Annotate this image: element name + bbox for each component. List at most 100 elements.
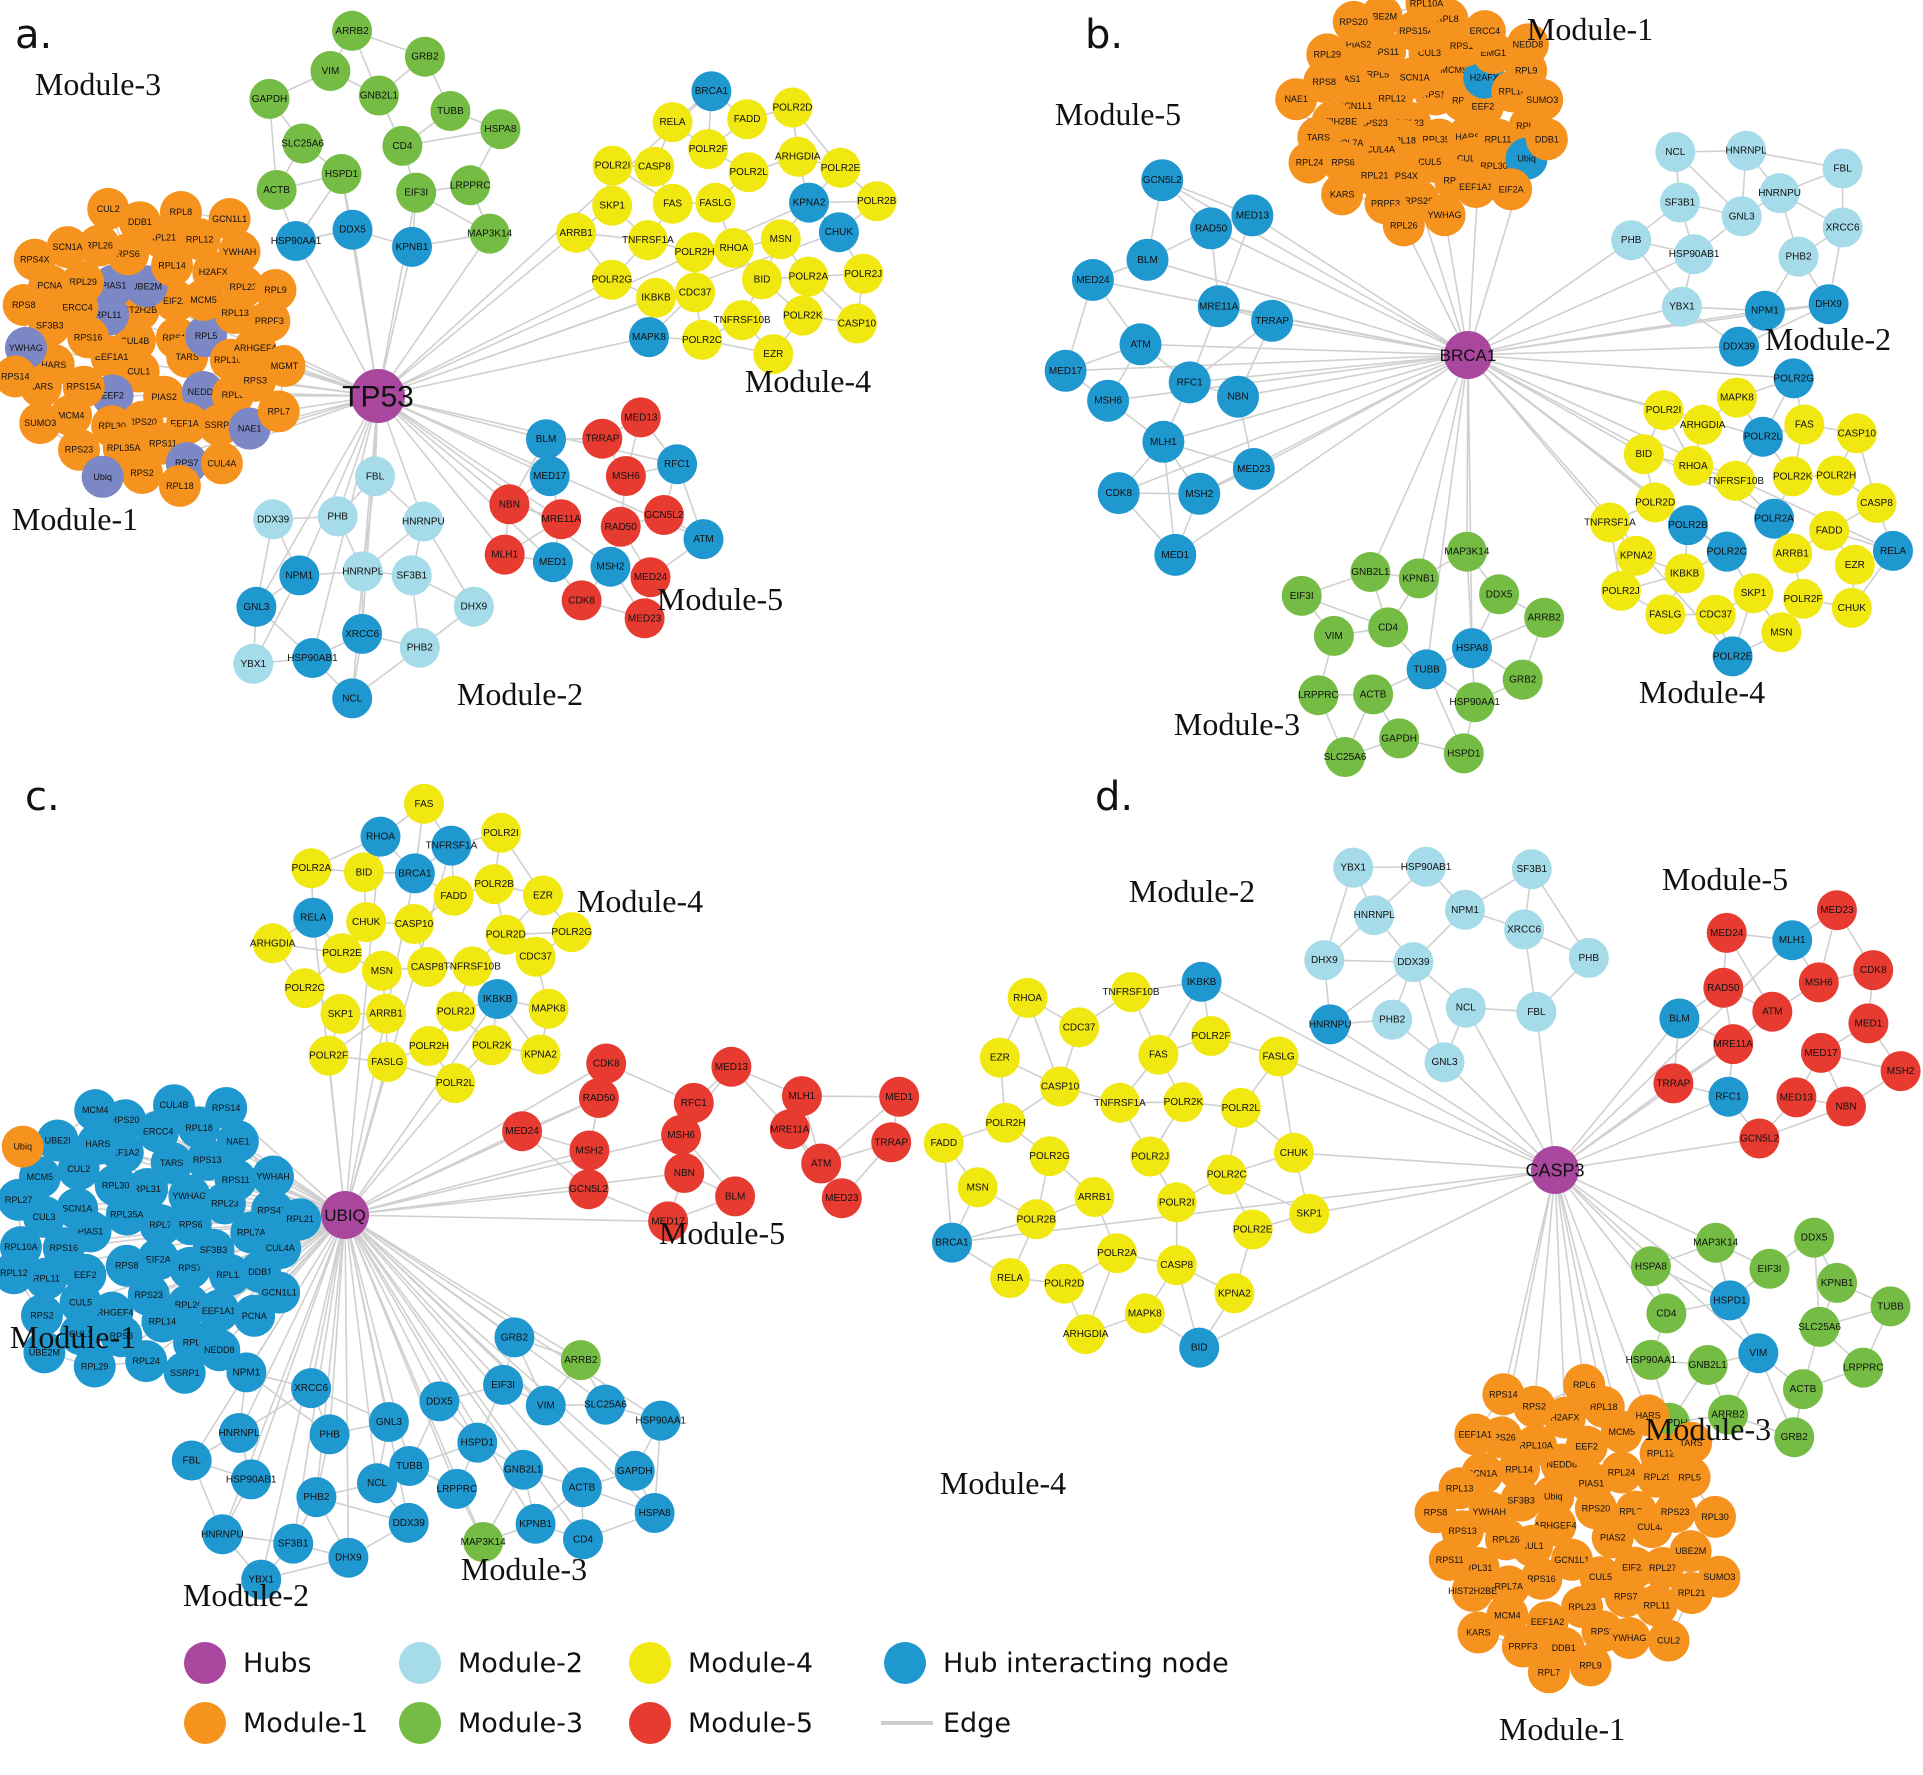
node-label-GRB2: GRB2 (411, 52, 439, 63)
node-UBE2I (36, 1119, 79, 1162)
node-MED17 (648, 1201, 689, 1242)
node-TUBB (1406, 649, 1447, 690)
node-POLR2G (551, 912, 592, 953)
node-label-POLR2H: POLR2H (1816, 471, 1856, 482)
node-label-GRB2: GRB2 (501, 1332, 529, 1343)
node-label-NEDD8: NEDD8 (188, 387, 219, 397)
node-label-GNB2L1: GNB2L1 (504, 1465, 543, 1476)
node-label-HNRNPU: HNRNPU (1758, 188, 1801, 199)
node-MRE11A (541, 499, 582, 540)
node-label-ERCC4: ERCC4 (62, 303, 93, 313)
module-edges-Module-2 (252, 475, 475, 700)
node-label-CASP10: CASP10 (1041, 1082, 1080, 1093)
node-label-RPS16: RPS16 (50, 1243, 79, 1253)
node-label-PCNA: PCNA (37, 281, 62, 291)
hub-label-TP53: TP53 (342, 381, 414, 414)
node-TNFRSF1A (627, 220, 668, 261)
node-label-CUL4B: CUL4B (1457, 153, 1486, 163)
node-ARRB2 (332, 10, 373, 51)
node-label-RPL10A: RPL10A (1410, 0, 1444, 8)
node-RFC1 (1708, 1076, 1749, 1117)
node-label-KPNB1: KPNB1 (519, 1519, 552, 1530)
node-label-RPS16: RPS16 (1527, 1574, 1556, 1584)
node-label-SLC25A6: SLC25A6 (584, 1400, 627, 1411)
node-CDC37 (1059, 1007, 1100, 1048)
node-CDC37 (515, 936, 556, 977)
node-label-RPL26: RPL26 (1390, 220, 1418, 230)
node-PHB (309, 1414, 350, 1455)
node-RPL21 (279, 1198, 322, 1241)
node-CDK8 (561, 580, 602, 621)
node-label-LRPPRC: LRPPRC (1843, 1363, 1884, 1374)
node-CD4 (563, 1519, 603, 1560)
node-label-POLR2E: POLR2E (1233, 1225, 1273, 1236)
node-label-POLR2G: POLR2G (1029, 1151, 1070, 1162)
node-label-RPL10A: RPL10A (4, 1242, 38, 1252)
node-RPL27 (0, 1178, 40, 1221)
node-label-SCN1A: SCN1A (1467, 1469, 1497, 1479)
node-label-CDK8: CDK8 (1105, 488, 1132, 499)
node-NCL (332, 678, 373, 719)
node-BLM (526, 419, 566, 460)
node-label-RPS14: RPS14 (1489, 1389, 1518, 1399)
node-RPL13 (209, 1253, 251, 1296)
node-label-YBX1: YBX1 (241, 659, 267, 670)
node-label-RPL35A: RPL35A (1422, 135, 1456, 145)
node-label-ACTB: ACTB (569, 1482, 596, 1493)
node-RELA (990, 1258, 1031, 1298)
node-RFC1 (673, 1082, 714, 1123)
node-label-RFC1: RFC1 (664, 459, 691, 470)
node-RPL26 (1382, 204, 1425, 247)
node-HNRNPL (219, 1413, 260, 1453)
node-POLR2E (1232, 1209, 1273, 1250)
node-KPNA2 (1616, 535, 1657, 576)
node-label-MED24: MED24 (1710, 928, 1744, 939)
node-LRPPRC (450, 165, 491, 206)
node-CASP8 (1856, 483, 1897, 523)
node-GCN5L2 (568, 1169, 609, 1210)
node-CASP8 (1156, 1245, 1197, 1286)
node-label-POLR2L: POLR2L (1744, 432, 1783, 443)
node-FASLG (695, 182, 736, 223)
node-label-NAE1: NAE1 (238, 424, 262, 434)
module-label-a-Module-3: Module-3 (35, 66, 161, 102)
module-label-d-Module-5: Module-5 (1662, 861, 1788, 897)
node-label-EEF1A1: EEF1A1 (95, 352, 129, 362)
node-label-RAD50: RAD50 (1195, 223, 1228, 234)
nodes: CASP8 CASP10 TNFRSF10B MSN FADD POLR2J CHUK POL… (0, 783, 920, 1600)
node-TRRAP (1251, 299, 1294, 342)
node-label-RPL7: RPL7 (149, 1220, 172, 1230)
node-label-MRE11A: MRE11A (770, 1124, 810, 1135)
panel-letter-c: c. (25, 774, 60, 820)
node-label-SF3B3: SF3B3 (36, 321, 64, 331)
node-label-RAD50: RAD50 (583, 1093, 616, 1104)
node-GCN5L2 (1141, 159, 1184, 202)
node-label-MED1: MED1 (1161, 550, 1189, 561)
node-label-NCL: NCL (342, 693, 362, 704)
node-RPL7 (257, 390, 300, 433)
node-label-CUL4A: CUL4A (207, 458, 236, 468)
node-HARS (76, 1122, 119, 1165)
node-label-CD4: CD4 (573, 1534, 593, 1545)
node-RPS11 (1428, 1538, 1471, 1581)
node-label-CUL2: CUL2 (97, 204, 120, 214)
node-GNL3 (236, 586, 277, 627)
node-label-SCN1A: SCN1A (1400, 73, 1430, 83)
node-RPL24 (1288, 141, 1331, 184)
module-label-a-Module-2: Module-2 (457, 676, 583, 712)
node-BRCA1 (394, 853, 435, 894)
node-PIAS1 (92, 264, 135, 307)
node-label-HSP90AB1: HSP90AB1 (226, 1474, 277, 1485)
node-POLR2B (1668, 505, 1708, 546)
node-label-HNRNPU: HNRNPU (1309, 1019, 1352, 1030)
node-POLR2D (772, 87, 813, 128)
node-label-EEF1A1: EEF1A1 (202, 1306, 236, 1316)
node-GAPDH (1379, 718, 1420, 759)
node-POLR2G (1773, 358, 1814, 399)
node-HSPD1 (321, 154, 362, 194)
node-label-KARS: KARS (29, 382, 54, 392)
node-SKP1 (1733, 573, 1774, 614)
node-RPS4X (13, 238, 56, 281)
node-label-MED17: MED17 (533, 471, 567, 482)
